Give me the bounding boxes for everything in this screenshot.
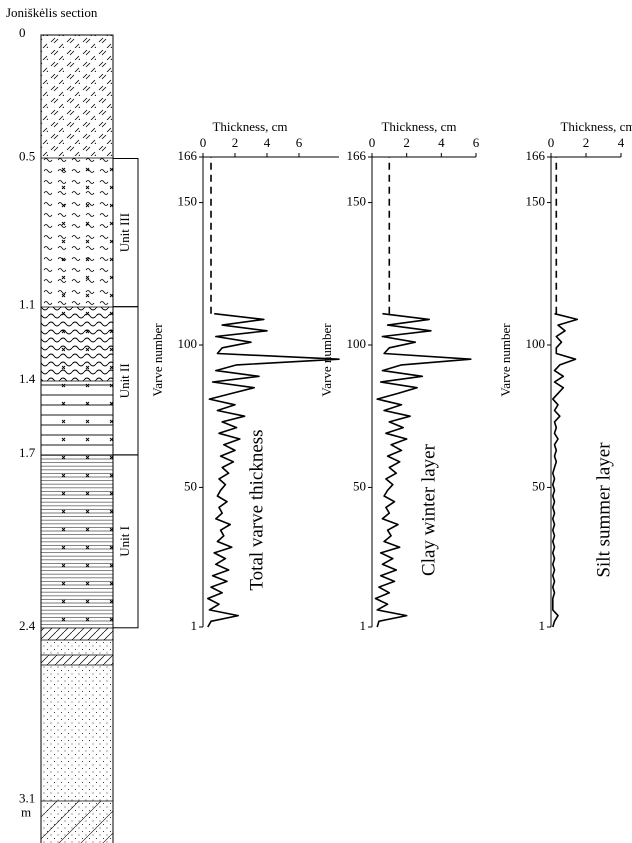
x-axis-title: Thickness, cm [560,119,632,134]
depth-label: 1.7 [19,445,36,460]
y-tick-label: 50 [532,478,545,493]
depth-label: 3.1 [19,791,35,806]
y-tick-label: 1 [539,618,546,633]
x-axis-title: Thickness, cm [381,119,456,134]
layer-marks [41,158,113,628]
y-tick-label: 150 [526,194,546,209]
figure: Joniškėlis section 0 0.5 1.1 1.4 1.7 2.4 3.1m U… [0,0,632,843]
layer [41,628,113,640]
x-tick-label: 4 [618,135,625,150]
y-tick-label: 166 [526,148,546,163]
x-tick-label: 2 [403,135,410,150]
y-tick-label: 166 [347,148,367,163]
layer [41,655,113,665]
x-tick-label: 2 [232,135,239,150]
x-axis-title: Thickness, cm [212,119,287,134]
layer [41,801,113,843]
y-tick-label: 100 [178,336,198,351]
y-axis-title: Varve number [319,323,334,397]
depth-label: 1.4 [19,371,36,386]
y-tick-label: 166 [178,148,198,163]
layer [41,35,113,158]
unit-label: Unit II [117,363,132,398]
section-title: Joniškėlis section [6,5,98,20]
x-tick-label: 6 [473,135,480,150]
y-axis-title: Varve number [498,323,513,397]
lithology-column [41,35,113,843]
unit-label: Unit III [117,213,132,252]
x-tick-label: 2 [583,135,590,150]
x-tick-label: 4 [438,135,445,150]
depth-label: 2.4 [19,618,36,633]
page: {"section": {"title": "Joniškėlis sectio… [0,0,632,843]
y-tick-label: 100 [347,336,367,351]
depth-label: 0.5 [19,148,35,163]
y-tick-label: 100 [526,336,546,351]
x-tick-label: 0 [548,135,555,150]
y-tick-label: 1 [360,618,367,633]
x-tick-label: 6 [296,135,303,150]
layer [41,640,113,655]
y-tick-label: 50 [184,478,197,493]
y-tick-label: 150 [178,194,198,209]
y-tick-label: 50 [353,478,366,493]
layer [41,665,113,801]
x-tick-label: 0 [200,135,207,150]
x-tick-label: 0 [369,135,376,150]
panel-label: Total varve thickness [246,429,267,590]
y-axis-title: Varve number [150,323,165,397]
depth-label: 0 [19,25,26,40]
depth-unit: m [21,805,31,820]
depth-label: 1.1 [19,297,35,312]
y-tick-label: 150 [347,194,367,209]
y-tick-label: 1 [191,618,198,633]
x-tick-label: 4 [264,135,271,150]
thickness-line [553,314,578,627]
unit-label: Unit I [117,526,132,557]
panel-label: Clay winter layer [418,443,439,576]
panel-label: Silt summer layer [593,442,614,578]
